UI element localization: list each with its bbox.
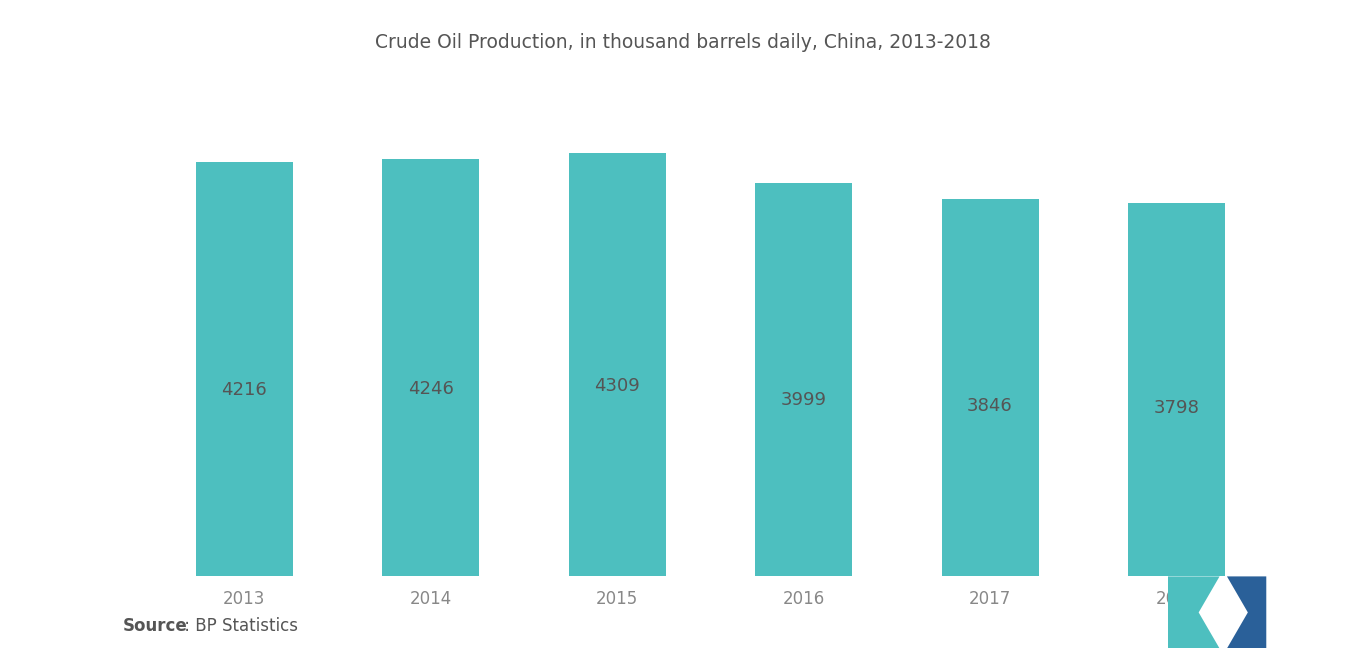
Text: 4246: 4246 (407, 380, 454, 398)
Polygon shape (1168, 576, 1220, 648)
Text: 4216: 4216 (221, 381, 266, 399)
Text: : BP Statistics: : BP Statistics (179, 618, 298, 635)
Text: 3846: 3846 (967, 398, 1014, 415)
Text: Source: Source (123, 618, 187, 635)
Polygon shape (1227, 576, 1266, 648)
Text: Crude Oil Production, in thousand barrels daily, China, 2013-2018: Crude Oil Production, in thousand barrel… (376, 33, 990, 52)
Text: 3999: 3999 (780, 390, 826, 409)
Text: 4309: 4309 (594, 377, 639, 395)
Bar (755, 183, 852, 576)
Bar (195, 162, 292, 576)
Bar (568, 153, 665, 576)
Text: 3798: 3798 (1153, 400, 1199, 417)
Bar (1128, 203, 1225, 576)
Bar (382, 159, 479, 576)
Bar (941, 198, 1038, 576)
